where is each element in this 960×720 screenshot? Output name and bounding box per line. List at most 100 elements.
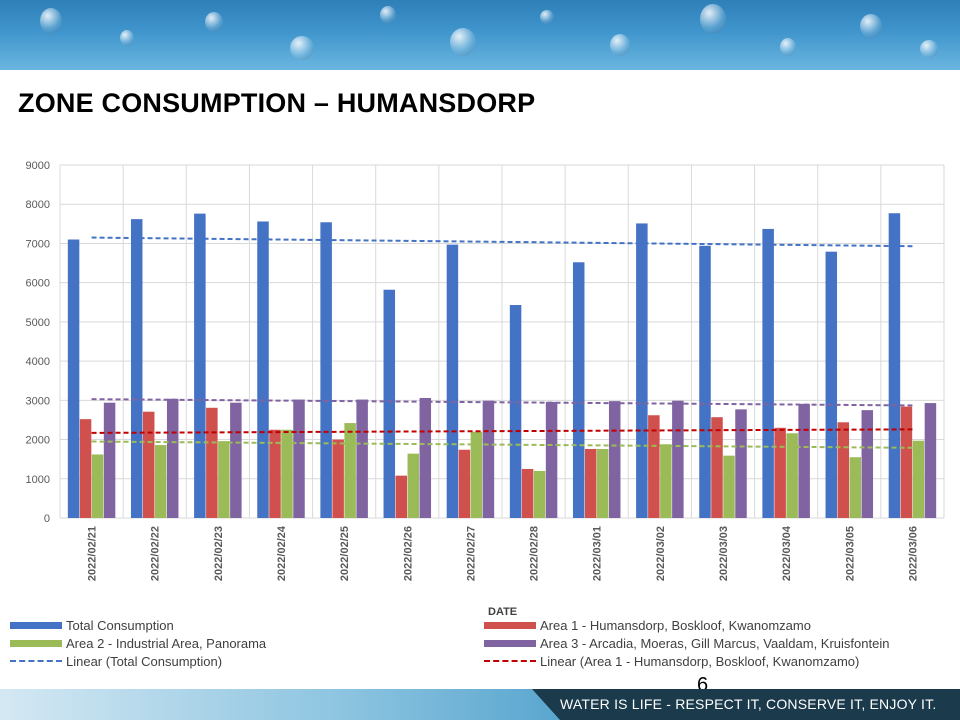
- bar-area1-2022-03-05: [837, 422, 850, 518]
- bar-area3-2022-02-27: [482, 400, 495, 518]
- bar-area2-2022-02-24: [281, 429, 293, 518]
- y-tick-label: 5000: [26, 317, 50, 329]
- trendline-area2: [91, 440, 913, 449]
- water-drop-icon: [700, 4, 726, 34]
- bar-area3-2022-03-01: [608, 401, 621, 518]
- footer-bar: WATER IS LIFE - RESPECT IT, CONSERVE IT,…: [0, 689, 960, 720]
- bar-area3-2022-02-23: [230, 402, 242, 518]
- x-tick-label: 2022/03/04: [781, 525, 793, 581]
- bar-area2-2022-03-03: [723, 455, 735, 518]
- bar-area2-2022-03-05: [849, 457, 862, 518]
- bar-area2-2022-03-01: [596, 448, 609, 518]
- legend-label: Area 3 - Arcadia, Moeras, Gill Marcus, V…: [540, 635, 890, 651]
- bar-area3-2022-02-24: [293, 399, 305, 518]
- x-tick-label: 2022/03/03: [718, 526, 730, 581]
- bar-total-2022-03-01: [572, 262, 585, 518]
- bar-total-2022-03-05: [825, 251, 838, 518]
- legend-swatch: [484, 621, 536, 629]
- bar-area3-2022-02-26: [419, 397, 432, 518]
- footer-slogan: WATER IS LIFE - RESPECT IT, CONSERVE IT,…: [560, 696, 937, 712]
- bar-area1-2022-02-24: [269, 429, 281, 518]
- bar-area2-2022-02-28: [533, 470, 546, 518]
- footer-light-band: [0, 689, 560, 720]
- x-tick-label: 2022/02/24: [276, 525, 288, 581]
- trendline-area3: [91, 398, 913, 407]
- legend-label: Area 2 - Industrial Area, Panorama: [66, 635, 267, 651]
- legend-item-linear-total: Linear (Total Consumption): [10, 652, 222, 670]
- legend-item-area3: Area 3 - Arcadia, Moeras, Gill Marcus, V…: [484, 634, 889, 652]
- bar-area2-2022-02-23: [218, 441, 230, 518]
- chart-legend: Total Consumption Area 1 - Humansdorp, B…: [0, 612, 960, 674]
- bar-area2-2022-03-06: [912, 440, 925, 518]
- y-tick-label: 7000: [26, 238, 50, 250]
- bar-area1-2022-02-21: [79, 419, 92, 518]
- bar-area1-2022-03-01: [584, 448, 597, 518]
- bar-total-2022-02-23: [194, 213, 206, 518]
- water-drop-icon: [290, 36, 314, 60]
- legend-dash: [484, 660, 536, 662]
- water-drop-icon: [450, 28, 476, 56]
- bar-area3-2022-02-28: [545, 401, 558, 518]
- legend-item-linear-area1: Linear (Area 1 - Humansdorp, Boskloof, K…: [484, 652, 859, 670]
- legend-swatch: [10, 639, 62, 647]
- y-tick-label: 6000: [26, 278, 50, 290]
- x-tick-label: 2022/02/23: [213, 526, 225, 581]
- y-tick-label: 9000: [26, 160, 50, 172]
- bar-total-2022-03-02: [636, 223, 648, 518]
- trendline-total: [91, 236, 913, 248]
- bar-area2-2022-02-25: [344, 423, 356, 518]
- water-drop-icon: [920, 40, 938, 58]
- x-axis-title: DATE: [488, 606, 518, 618]
- x-tick-label: 2022/03/01: [592, 526, 604, 581]
- bar-total-2022-02-25: [320, 222, 332, 518]
- y-tick-label: 8000: [26, 199, 50, 211]
- x-tick-label: 2022/02/26: [402, 526, 414, 581]
- legend-label: Area 1 - Humansdorp, Boskloof, Kwanomzam…: [540, 617, 811, 633]
- water-drop-icon: [380, 6, 396, 24]
- bar-total-2022-03-06: [888, 213, 901, 518]
- bar-area3-2022-02-25: [356, 399, 368, 518]
- water-drop-icon: [780, 38, 796, 56]
- bar-area2-2022-02-26: [407, 453, 420, 518]
- legend-label: Total Consumption: [66, 617, 174, 633]
- bar-total-2022-02-22: [130, 219, 143, 519]
- bar-total-2022-03-04: [762, 228, 774, 518]
- bar-total-2022-02-21: [67, 239, 80, 518]
- page-number: 6: [697, 674, 709, 696]
- bar-area1-2022-02-26: [395, 475, 408, 518]
- x-tick-label: 2022/03/02: [655, 526, 667, 581]
- bar-area1-2022-03-03: [711, 417, 723, 518]
- bar-total-2022-02-28: [509, 305, 522, 518]
- bar-area2-2022-03-04: [786, 433, 798, 518]
- bar-area2-2022-02-21: [91, 454, 104, 518]
- water-drop-icon: [40, 8, 62, 34]
- legend-item-area2: Area 2 - Industrial Area, Panorama: [10, 634, 266, 652]
- water-drop-icon: [205, 12, 223, 32]
- water-drop-icon: [860, 14, 882, 38]
- bar-area3-2022-03-03: [735, 409, 747, 518]
- x-tick-label: 2022/02/28: [529, 526, 541, 581]
- bar-area2-2022-02-27: [470, 431, 483, 518]
- water-drop-icon: [610, 34, 630, 56]
- y-tick-label: 2000: [26, 435, 50, 447]
- x-tick-label: 2022/02/22: [150, 526, 162, 581]
- x-tick-label: 2022/02/27: [465, 526, 477, 581]
- x-tick-label: 2022/03/05: [844, 526, 856, 581]
- bar-area2-2022-03-02: [660, 444, 672, 518]
- y-tick-label: 4000: [26, 356, 50, 368]
- legend-swatch: [484, 639, 536, 647]
- bar-area1-2022-03-04: [774, 427, 786, 518]
- slide-title: ZONE CONSUMPTION – HUMANSDORP: [18, 88, 536, 118]
- bar-area1-2022-02-27: [458, 449, 471, 518]
- bar-area3-2022-02-21: [103, 402, 116, 518]
- x-tick-label: 2022/02/25: [339, 526, 351, 581]
- legend-label: Linear (Total Consumption): [66, 653, 223, 669]
- y-tick-label: 3000: [26, 395, 50, 407]
- x-tick-label: 2022/03/06: [907, 526, 919, 581]
- legend-item-total: Total Consumption: [10, 616, 174, 634]
- bar-area1-2022-02-22: [142, 411, 155, 518]
- footer-dark-band: [532, 689, 960, 720]
- legend-label: Linear (Area 1 - Humansdorp, Boskloof, K…: [540, 653, 860, 669]
- water-drop-icon: [120, 30, 134, 46]
- bar-area1-2022-03-02: [648, 415, 660, 518]
